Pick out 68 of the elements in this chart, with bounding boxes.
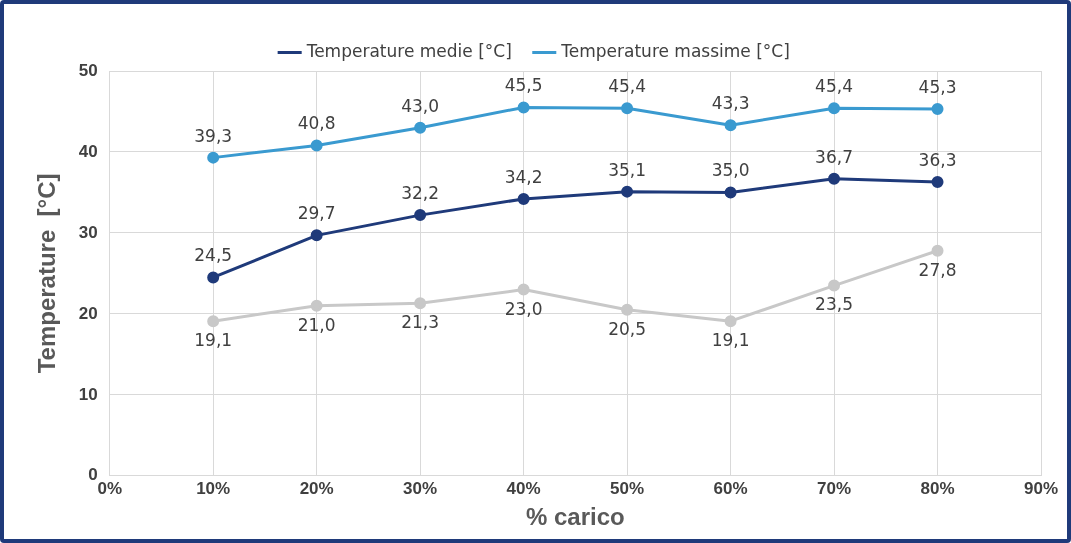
data-label: 35,0 <box>711 160 750 181</box>
data-label: 36,3 <box>918 149 957 170</box>
x-tick-label: 30% <box>403 478 438 498</box>
point <box>414 209 427 222</box>
x-tick-label: 20% <box>299 478 334 498</box>
data-label: 45,3 <box>918 76 957 97</box>
y-tick-label: 0 <box>88 465 98 485</box>
x-tick-label: 60% <box>713 478 748 498</box>
point <box>724 186 737 199</box>
y-tick-label: 20 <box>78 303 98 323</box>
x-tick-label: 50% <box>610 478 645 498</box>
data-label: 21,3 <box>401 312 440 333</box>
data-label: 35,1 <box>608 159 647 180</box>
point <box>828 102 841 115</box>
data-label: 19,1 <box>194 330 233 351</box>
data-label: 27,8 <box>918 259 957 280</box>
point <box>414 297 427 310</box>
data-label: 29,7 <box>297 203 336 224</box>
point <box>828 279 841 292</box>
data-label: 19,1 <box>711 330 750 351</box>
point <box>310 229 323 242</box>
data-label: 34,2 <box>504 166 543 187</box>
point <box>931 244 944 257</box>
point <box>621 303 634 316</box>
data-label: 32,2 <box>401 183 440 204</box>
x-tick-label: 90% <box>1023 478 1059 498</box>
legend-label: Temperature medie [°C] <box>305 40 512 61</box>
data-label: 45,4 <box>608 76 647 97</box>
point <box>724 119 737 132</box>
data-label: 23,5 <box>815 294 853 315</box>
y-tick-label: 30 <box>78 222 98 242</box>
point <box>621 102 634 115</box>
legend-label: Temperature massime [°C] <box>560 40 790 61</box>
data-label: 45,4 <box>815 76 853 97</box>
x-tick-label: 0% <box>97 478 122 498</box>
point <box>931 103 944 116</box>
x-axis-title: % carico <box>526 503 625 531</box>
x-tick-label: 40% <box>506 478 541 498</box>
y-tick-label: 50 <box>78 60 98 80</box>
x-tick-label: 70% <box>817 478 852 498</box>
data-label: 24,5 <box>194 245 233 266</box>
data-label: 21,0 <box>297 314 336 335</box>
point <box>207 315 220 328</box>
data-label: 20,5 <box>608 318 647 339</box>
point <box>828 172 841 185</box>
point <box>621 185 634 198</box>
point <box>724 315 737 328</box>
data-label: 39,3 <box>194 125 233 146</box>
y-tick-label: 10 <box>78 384 98 404</box>
point <box>310 139 323 152</box>
y-tick-label: 40 <box>78 141 98 161</box>
x-tick-label: 10% <box>196 478 231 498</box>
point <box>310 299 323 312</box>
point <box>207 151 220 164</box>
point <box>517 283 530 296</box>
data-label: 23,0 <box>504 298 543 319</box>
x-tick-label: 80% <box>920 478 955 498</box>
point <box>414 121 427 134</box>
data-label: 45,5 <box>504 75 543 96</box>
point <box>931 175 944 188</box>
data-label: 36,7 <box>815 146 853 167</box>
data-label: 40,8 <box>297 113 336 134</box>
data-label: 43,0 <box>401 95 440 116</box>
point <box>207 271 220 284</box>
point <box>517 192 530 205</box>
data-label: 43,3 <box>711 93 750 114</box>
point <box>517 101 530 114</box>
y-axis-title: Temperature [°C] <box>33 173 61 374</box>
